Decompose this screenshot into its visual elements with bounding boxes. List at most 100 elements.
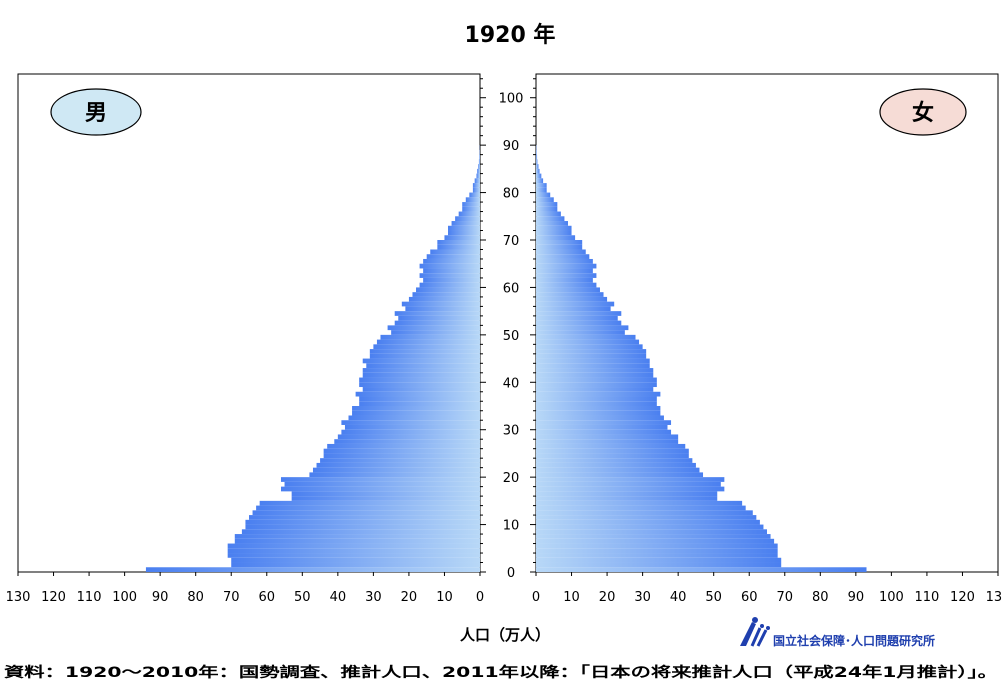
female-bar-age-59 <box>536 287 600 293</box>
female-bar-age-7 <box>536 534 771 539</box>
male-bar-age-80 <box>472 187 480 193</box>
female-bar-age-31 <box>536 420 672 425</box>
y-tick-label: 20 <box>503 471 520 486</box>
female-bar-age-16 <box>536 491 718 497</box>
male-bar-age-6 <box>234 538 480 544</box>
female-bar-age-20 <box>536 472 704 478</box>
female-bar-age-74 <box>536 216 565 222</box>
female-bar-age-38 <box>536 387 654 392</box>
male-bar-age-40 <box>359 377 480 383</box>
male-bar-age-55 <box>405 306 480 312</box>
male-x-tick-label: 20 <box>401 590 418 605</box>
female-badge-label: 女 <box>912 100 934 126</box>
male-bar-age-73 <box>451 221 480 226</box>
female-x-tick-label: 60 <box>741 590 758 605</box>
male-x-tick-label: 30 <box>365 590 382 605</box>
female-bar-age-42 <box>536 368 654 373</box>
female-bar-age-76 <box>536 206 558 212</box>
male-bar-age-47 <box>373 344 480 350</box>
female-bar-age-44 <box>536 358 650 364</box>
female-bar-age-17 <box>536 486 725 492</box>
female-x-tick-label: 100 <box>879 590 904 605</box>
female-badge: 女 <box>879 88 967 136</box>
y-tick-label: 40 <box>503 376 520 391</box>
male-bar-age-48 <box>376 339 480 345</box>
male-bar-age-58 <box>412 292 480 297</box>
male-bar-age-43 <box>366 363 480 369</box>
male-bar-age-59 <box>416 287 480 293</box>
female-bar-age-19 <box>536 477 725 482</box>
male-bar-age-0 <box>145 567 480 572</box>
male-bar-age-87 <box>479 154 480 160</box>
male-x-tick-label: 120 <box>41 590 66 605</box>
male-bar-age-53 <box>398 315 480 321</box>
female-bar-age-26 <box>536 443 686 449</box>
female-bar-age-1 <box>536 562 782 568</box>
male-bar-age-31 <box>341 420 480 425</box>
x-axis-label: 人口（万人） <box>460 626 550 644</box>
male-bar-age-45 <box>369 353 480 359</box>
female-bar-age-62 <box>536 273 597 278</box>
female-bar-age-61 <box>536 277 593 283</box>
male-x-tick-label: 110 <box>77 590 102 605</box>
male-bar-age-33 <box>352 410 480 416</box>
female-x-tick-label: 20 <box>599 590 616 605</box>
female-bar-age-77 <box>536 202 558 207</box>
female-x-tick-label: 90 <box>848 590 865 605</box>
male-bar-age-71 <box>448 230 480 236</box>
female-bar-age-71 <box>536 230 572 236</box>
male-x-tick-label: 130 <box>6 590 31 605</box>
female-bar-age-34 <box>536 406 661 411</box>
female-bar-age-73 <box>536 221 568 226</box>
male-bar-age-51 <box>387 325 480 331</box>
female-bars <box>536 145 867 572</box>
female-bar-age-11 <box>536 515 757 520</box>
male-bar-age-56 <box>401 301 480 307</box>
male-x-tick-label: 100 <box>112 590 137 605</box>
female-bar-age-80 <box>536 187 547 193</box>
female-bar-age-14 <box>536 500 743 506</box>
male-bar-age-8 <box>241 529 480 535</box>
male-bar-age-13 <box>256 505 480 511</box>
female-x-tick-label: 70 <box>776 590 793 605</box>
female-bar-age-78 <box>536 197 554 203</box>
male-bar-age-2 <box>231 557 480 563</box>
female-x-tick-label: 120 <box>950 590 975 605</box>
male-bar-age-42 <box>362 368 480 373</box>
male-bar-age-46 <box>369 349 480 354</box>
male-bar-age-77 <box>462 202 480 207</box>
male-badge-label: 男 <box>85 101 107 126</box>
male-bar-age-17 <box>280 486 480 492</box>
female-bar-age-30 <box>536 424 668 430</box>
male-bar-age-1 <box>231 562 480 568</box>
y-tick-label: 90 <box>503 139 520 154</box>
female-bar-age-69 <box>536 240 583 245</box>
female-x-tick-label: 50 <box>705 590 722 605</box>
male-bar-age-34 <box>352 406 480 411</box>
y-tick-label: 80 <box>503 187 520 202</box>
female-bar-age-72 <box>536 225 572 231</box>
male-bar-age-67 <box>430 249 480 255</box>
female-bar-age-70 <box>536 235 576 240</box>
female-x-tick-label: 30 <box>634 590 651 605</box>
female-bar-age-86 <box>536 159 538 165</box>
axis-ticks: 0 0 10 10 20 20 30 30 40 40 50 50 60 60 70 70 80 80 90 90 10… <box>6 78 1002 605</box>
male-x-tick-label: 90 <box>152 590 169 605</box>
male-bar-age-65 <box>423 258 480 264</box>
female-bar-age-53 <box>536 315 618 321</box>
male-bar-age-4 <box>227 548 480 554</box>
male-bar-age-41 <box>362 372 480 378</box>
male-bar-age-10 <box>245 519 480 525</box>
female-bar-age-35 <box>536 401 657 406</box>
female-bar-age-33 <box>536 410 661 416</box>
female-bar-age-5 <box>536 543 778 549</box>
female-bar-age-18 <box>536 481 721 487</box>
male-bar-age-75 <box>458 211 480 217</box>
male-bar-age-12 <box>252 510 480 516</box>
female-bar-age-54 <box>536 311 622 316</box>
male-bar-age-28 <box>337 434 480 440</box>
female-bar-age-9 <box>536 524 764 530</box>
male-bar-age-35 <box>359 401 480 406</box>
y-tick-label: 0 <box>507 566 515 581</box>
